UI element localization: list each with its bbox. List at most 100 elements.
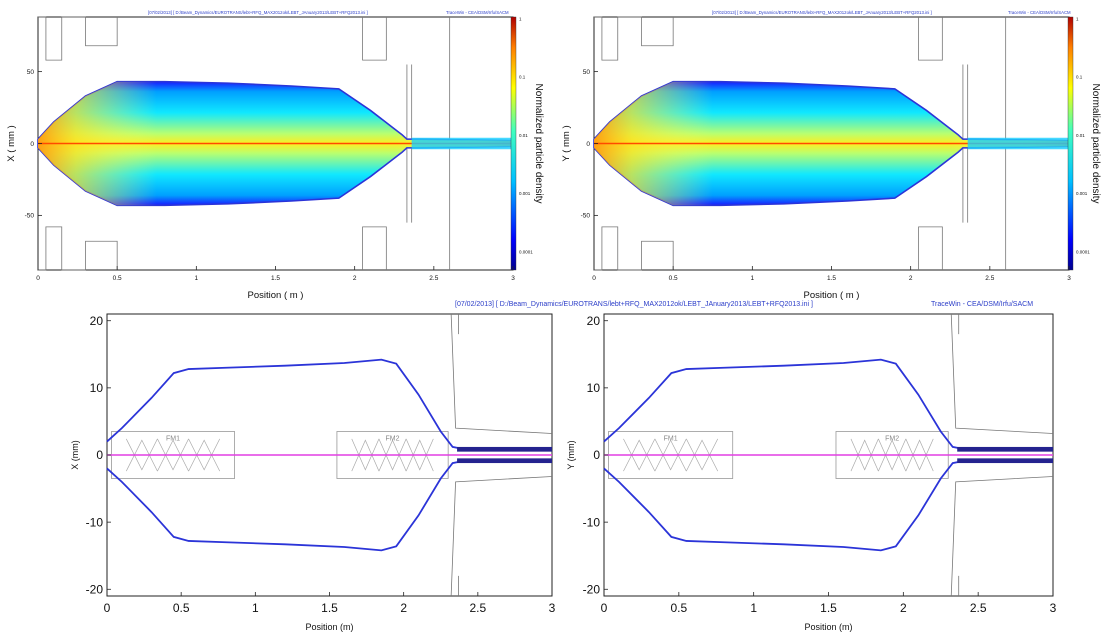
y-axis-label: X ( mm ) [6, 125, 17, 161]
colorbar-tick-label: 0.1 [1076, 75, 1083, 80]
x-tick-label: 1 [195, 275, 199, 282]
x-tick-label: 2.5 [970, 601, 987, 615]
x-tick-label: 1.5 [321, 601, 338, 615]
chamber-wall-lower-left [38, 226, 118, 271]
colorbar-tick-label: 0.1 [519, 75, 526, 80]
x-tick-label: 0.5 [113, 275, 122, 282]
colorbar-tick-label: 0.0001 [519, 249, 533, 254]
x-tick-label: 0.5 [669, 275, 678, 282]
colorbar [510, 16, 517, 271]
x-density-chart: 1 0.1 0.01 0.001 0.0001 Normalized particle d… [6, 16, 544, 301]
colorbar-tick-label: 0.001 [1076, 191, 1088, 196]
rfq-beam [967, 137, 1069, 150]
rfq-envelope-upper [957, 446, 1053, 452]
element-pattern [850, 439, 879, 472]
colorbar-tick-label: 0.01 [1076, 133, 1085, 138]
colorbar-tick-label: 0.01 [519, 133, 528, 138]
envelope-lower-line [106, 460, 552, 552]
header-program-main: TraceWin - CEA/DSM/Irfu/SACM [931, 301, 1033, 308]
envelope-upper-line [106, 358, 552, 450]
x-tick-label: 2 [353, 275, 357, 282]
colorbar [1067, 16, 1074, 271]
y-envelope-chart: FM1 FM2 0 0.5 1 1.5 2 2.5 3 -20 -10 0 10 20 Position (… [566, 313, 1057, 632]
rfq-vane-upper [950, 313, 1054, 434]
envelope-lower-line [603, 460, 1053, 552]
y-density-chart: 1 0.1 0.01 0.001 0.0001 Normalized particle d… [561, 16, 1101, 301]
y-axis-label: X (mm) [70, 440, 80, 470]
x-tick-label: 1.5 [827, 275, 836, 282]
x-tick-label: 2.5 [429, 275, 438, 282]
chamber-wall-upper-left [594, 16, 674, 61]
rfq-beam [411, 137, 513, 150]
x-tick-label: 1.5 [820, 601, 837, 615]
x-tick-label: 1 [750, 601, 757, 615]
colorbar-tick-label: 1 [519, 17, 522, 22]
header-program-left: TraceWin - CEA/DSM/Irfu/SACM [446, 10, 509, 15]
x-tick-label: 2.5 [985, 275, 994, 282]
header-program-right: TraceWin - CEA/DSM/Irfu/SACM [1008, 10, 1071, 15]
y-tick-label: -20 [583, 582, 601, 596]
chamber-wall-lower-right [918, 226, 943, 270]
y-tick-label: -10 [583, 515, 601, 529]
element-pattern [654, 438, 687, 471]
element-pattern [686, 438, 719, 471]
x-axis-label: Position ( m ) [248, 290, 304, 301]
y-tick-label: 0 [30, 141, 34, 148]
element-pattern [905, 439, 934, 472]
rfq-envelope-lower [957, 458, 1053, 464]
chamber-outline [450, 313, 553, 597]
y-axis-label: Y ( mm ) [561, 125, 572, 161]
x-tick-label: 0.5 [173, 601, 190, 615]
element-pattern [686, 439, 719, 472]
element-pattern [905, 438, 934, 471]
y-tick-label: -50 [25, 213, 35, 220]
rfq-vane-upper [450, 313, 553, 434]
x-tick-label: 2.5 [469, 601, 486, 615]
colorbar-tick-label: 0.0001 [1076, 249, 1090, 254]
y-tick-label: 0 [593, 448, 600, 462]
y-tick-label: 10 [90, 381, 104, 395]
colorbar-tick-label: 0.001 [519, 191, 531, 196]
y-tick-label: 50 [27, 69, 35, 76]
element-pattern [623, 438, 656, 471]
chamber-wall-upper-right [918, 17, 943, 61]
element-label: FM2 [386, 436, 400, 443]
y-tick-label: 50 [583, 69, 591, 76]
x-tick-label: 0.5 [670, 601, 687, 615]
x-axis-label: Position (m) [804, 622, 852, 632]
x-tick-label: 0 [36, 275, 40, 282]
element-pattern [125, 439, 158, 472]
y-tick-label: 20 [90, 314, 104, 328]
element-pattern [850, 438, 879, 471]
element-pattern [405, 439, 434, 472]
chamber-wall-upper-right [362, 17, 387, 61]
element-pattern [378, 439, 407, 472]
x-tick-label: 1.5 [271, 275, 280, 282]
x-tick-label: 2 [900, 601, 907, 615]
y-tick-label: 0 [586, 141, 590, 148]
y-tick-label: -10 [86, 515, 104, 529]
rfq-envelope-lower [457, 458, 552, 464]
element-pattern [125, 438, 158, 471]
element-pattern [188, 438, 221, 471]
element-pattern [157, 439, 189, 472]
y-tick-label: 0 [96, 448, 103, 462]
y-tick-label: -20 [86, 582, 104, 596]
colorbar-label: Normalized particle density [533, 83, 544, 203]
x-tick-label: 2 [909, 275, 913, 282]
chamber-wall-lower-left [594, 226, 674, 271]
element-pattern [378, 438, 407, 471]
element-pattern [654, 439, 687, 472]
x-axis-label: Position (m) [305, 622, 353, 632]
header-date-path-main: [07/02/2013] [ D:/Beam_Dynamics/EUROTRAN… [455, 301, 813, 308]
x-tick-label: 3 [1067, 275, 1071, 282]
element-pattern [405, 438, 434, 471]
x-tick-label: 1 [252, 601, 259, 615]
x-tick-label: 3 [1050, 601, 1057, 615]
element-label: FM1 [664, 436, 678, 443]
x-envelope-chart: FM1 FM2 0 0.5 1 1.5 2 2.5 3 -20 -10 0 10 20 Position (… [70, 313, 556, 632]
header-date-path-left: [07/02/2013] [ D:/Beam_Dynamics/EUROTRAN… [148, 10, 368, 15]
colorbar-tick-label: 1 [1076, 17, 1079, 22]
rfq-vane-lower [950, 476, 1054, 597]
